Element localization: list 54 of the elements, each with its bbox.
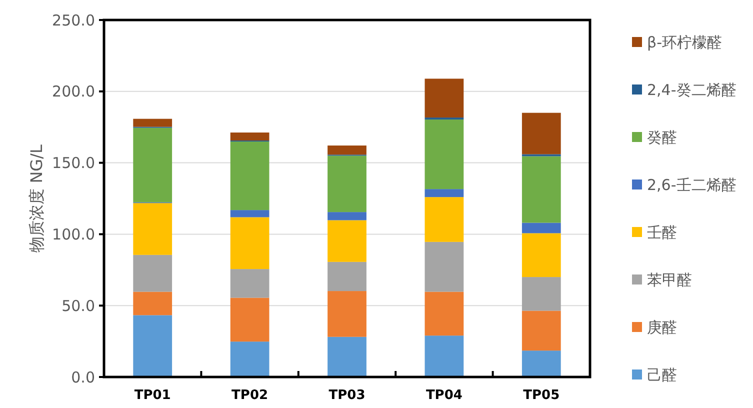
bar xyxy=(522,156,561,223)
bar xyxy=(230,217,270,270)
x-tick-label: TP02 xyxy=(232,388,268,403)
bar xyxy=(133,203,172,255)
legend-label: 2,4-癸二烯醛 xyxy=(647,80,736,99)
x-tick-label: TP04 xyxy=(426,388,462,403)
bar xyxy=(328,291,366,337)
bar xyxy=(133,292,172,316)
bar xyxy=(133,118,172,127)
bar xyxy=(328,262,366,292)
x-tick-label: TP01 xyxy=(134,388,171,403)
bar xyxy=(328,336,366,377)
bar xyxy=(522,112,561,154)
legend-label: 癸醛 xyxy=(647,128,677,146)
bar xyxy=(230,342,270,377)
bar xyxy=(328,156,366,212)
bar xyxy=(328,212,366,220)
bar xyxy=(133,254,172,292)
bar xyxy=(230,269,270,298)
bar xyxy=(522,350,561,377)
bar xyxy=(424,189,464,198)
bar xyxy=(133,315,172,377)
legend-label: 2,6-壬二烯醛 xyxy=(647,176,736,194)
bar xyxy=(133,128,172,202)
y-tick-label: 50.0 xyxy=(62,296,95,315)
bar xyxy=(230,298,270,342)
bar xyxy=(522,233,561,278)
bar xyxy=(230,210,270,218)
bar xyxy=(424,120,464,190)
y-tick-label: 250.0 xyxy=(52,11,95,30)
bar xyxy=(522,310,561,351)
bar xyxy=(230,142,270,210)
bar xyxy=(424,242,464,292)
legend-label: 庚醛 xyxy=(647,318,677,336)
y-tick-label: 150.0 xyxy=(52,154,95,172)
bar xyxy=(424,197,464,242)
bar xyxy=(522,277,561,311)
bar xyxy=(328,220,366,262)
bar xyxy=(424,292,464,336)
y-tick-label: 100.0 xyxy=(52,225,95,244)
legend-label: 己醛 xyxy=(647,366,677,384)
y-tick-label: 200.0 xyxy=(52,82,95,101)
bar xyxy=(522,222,561,234)
legend-label: β-环柠檬醛 xyxy=(647,33,722,52)
legend-label: 苯甲醛 xyxy=(647,270,692,289)
bar xyxy=(424,336,464,377)
x-tick-label: TP03 xyxy=(328,388,366,403)
bar xyxy=(328,146,366,155)
x-tick-label: TP05 xyxy=(523,388,560,403)
bar xyxy=(424,78,464,118)
y-axis-title: 物质浓度 NG/L xyxy=(27,144,46,252)
bar xyxy=(230,132,270,141)
legend-label: 壬醛 xyxy=(647,223,677,242)
y-tick-label: 0.0 xyxy=(71,368,95,386)
